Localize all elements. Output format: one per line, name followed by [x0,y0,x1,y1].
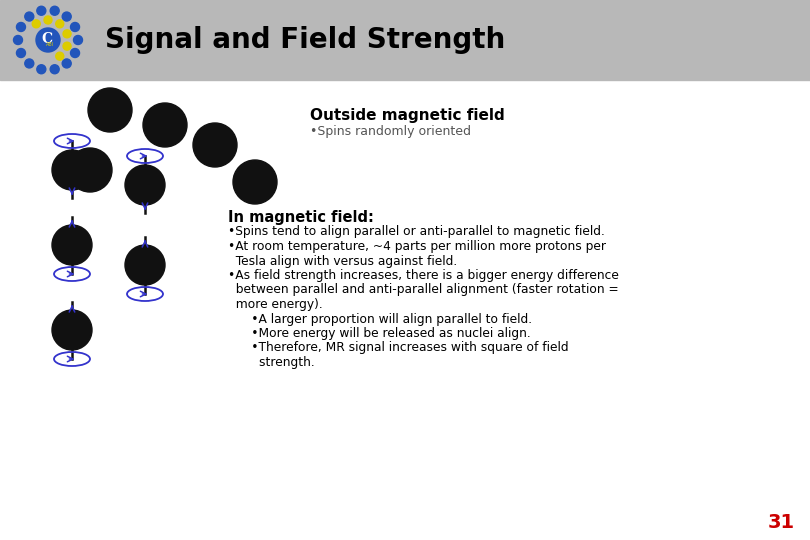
Circle shape [25,59,34,68]
Circle shape [233,160,277,204]
Circle shape [62,12,71,21]
Circle shape [44,16,52,24]
Circle shape [16,23,25,31]
Text: Signal and Field Strength: Signal and Field Strength [105,26,505,54]
Circle shape [56,20,64,28]
Circle shape [62,59,71,68]
Text: Outside magnetic field: Outside magnetic field [310,108,505,123]
Text: strength.: strength. [228,356,315,369]
Circle shape [56,52,64,60]
Text: between parallel and anti-parallel alignment (faster rotation =: between parallel and anti-parallel align… [228,284,619,296]
Bar [0,0,810,80]
Circle shape [88,88,132,132]
Circle shape [70,49,79,58]
Text: ABI: ABI [46,42,54,46]
Circle shape [36,65,46,74]
Circle shape [68,148,112,192]
Circle shape [52,225,92,265]
Text: •Spins randomly oriented: •Spins randomly oriented [310,125,471,138]
Text: more energy).: more energy). [228,298,322,311]
Circle shape [143,103,187,147]
Circle shape [125,245,165,285]
Text: •Spins tend to align parallel or anti-parallel to magnetic field.: •Spins tend to align parallel or anti-pa… [228,226,605,239]
Circle shape [14,36,23,44]
Circle shape [125,165,165,205]
Circle shape [32,20,40,28]
Text: In magnetic field:: In magnetic field: [228,210,374,225]
Circle shape [74,36,83,44]
Text: C: C [41,32,53,46]
Circle shape [50,65,59,74]
Text: •More energy will be released as nuclei align.: •More energy will be released as nuclei … [228,327,531,340]
Circle shape [16,49,25,58]
Text: •As field strength increases, there is a bigger energy difference: •As field strength increases, there is a… [228,269,619,282]
Circle shape [52,150,92,190]
Circle shape [50,6,59,15]
Circle shape [70,23,79,31]
Text: 31: 31 [768,513,795,532]
Circle shape [63,30,71,38]
Circle shape [63,42,71,50]
Text: Tesla align with versus against field.: Tesla align with versus against field. [228,254,458,267]
Text: •Therefore, MR signal increases with square of field: •Therefore, MR signal increases with squ… [228,341,569,354]
Circle shape [36,6,46,15]
Text: •At room temperature, ~4 parts per million more protons per: •At room temperature, ~4 parts per milli… [228,240,606,253]
Circle shape [36,28,60,52]
Text: •A larger proportion will align parallel to field.: •A larger proportion will align parallel… [228,313,532,326]
Circle shape [193,123,237,167]
Circle shape [52,310,92,350]
Circle shape [25,12,34,21]
